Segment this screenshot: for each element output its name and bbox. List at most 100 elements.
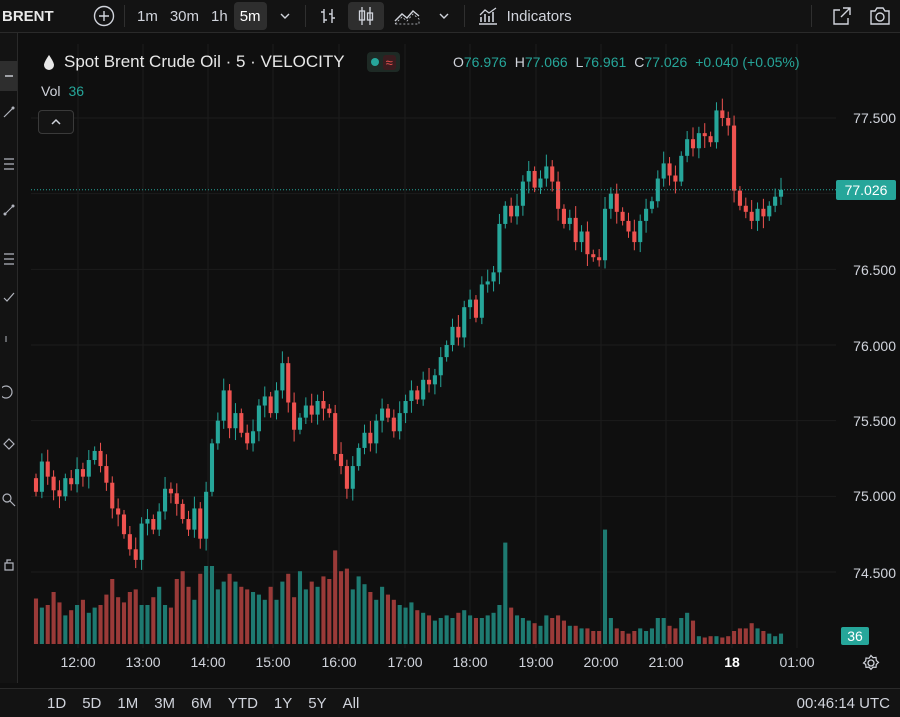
range-3m[interactable]: 3M (154, 694, 176, 712)
candle-body (602, 208, 608, 261)
volume-bar (92, 607, 97, 644)
interval-1h[interactable]: 1h (211, 7, 228, 25)
symbol-search[interactable]: BRENT (2, 7, 54, 25)
range-all[interactable]: All (342, 694, 360, 712)
utc-clock[interactable]: 00:46:14 UTC (796, 694, 890, 712)
candle-body (356, 447, 361, 467)
lock-tool-icon[interactable] (0, 555, 17, 573)
candle-body (297, 417, 303, 430)
candle-body (550, 166, 555, 182)
candle-body (209, 443, 215, 492)
candle-body (503, 205, 508, 224)
candle-body (561, 208, 567, 224)
candle-body (204, 491, 209, 539)
volume-bar (638, 628, 643, 644)
candle-body (327, 408, 332, 414)
volume-bar (145, 605, 150, 644)
volume-bar (491, 612, 496, 644)
volume-bar (350, 589, 355, 644)
candle-body (567, 217, 572, 224)
volume-bar (221, 581, 226, 644)
time-tick: 14:00 (190, 654, 226, 670)
volume-bar (80, 599, 85, 644)
volume-bar (620, 631, 625, 644)
range-1d[interactable]: 1D (47, 694, 67, 712)
pattern-tool-icon[interactable] (0, 201, 17, 219)
price-tick: 75.000 (853, 488, 896, 504)
candle-body (192, 508, 197, 530)
indicators-button[interactable]: Indicators (471, 6, 578, 26)
chevron-down-icon[interactable] (430, 2, 458, 30)
chart-legend: Spot Brent Crude Oil · 5 · VELOCITY ≈ (42, 52, 400, 72)
candle-body (344, 466, 349, 489)
range-5y[interactable]: 5Y (308, 694, 327, 712)
collapse-legend-button[interactable] (38, 110, 74, 134)
candle-body (579, 231, 584, 243)
volume-bar (327, 579, 332, 644)
high-value: H77.066 (514, 54, 568, 70)
volume-bar (69, 610, 74, 644)
range-1m[interactable]: 1M (117, 694, 139, 712)
price-tick: 75.500 (853, 413, 896, 429)
candle-body (133, 549, 138, 560)
range-6m[interactable]: 6M (191, 694, 212, 712)
chevron-down-icon[interactable] (271, 2, 299, 30)
candle-body (180, 503, 185, 520)
volume-bar (110, 579, 115, 644)
candle-body (309, 405, 314, 415)
interval-5m[interactable]: 5m (233, 2, 267, 30)
candle-body (157, 511, 162, 530)
candle-body (638, 220, 643, 243)
symbol-title[interactable]: Spot Brent Crude Oil · 5 · VELOCITY (64, 52, 345, 71)
volume-bar (550, 618, 555, 644)
volume-bar (649, 628, 654, 644)
time-tick: 18 (724, 654, 740, 670)
candle-body (233, 413, 238, 429)
camera-icon[interactable] (866, 2, 894, 30)
range-1y[interactable]: 1Y (273, 694, 293, 712)
market-status[interactable]: ≈ (366, 52, 400, 72)
time-tick: 15:00 (255, 654, 291, 670)
candle-body (45, 461, 50, 477)
range-5d[interactable]: 5D (82, 694, 102, 712)
emoji-tool-icon[interactable] (0, 383, 17, 401)
settings-icon[interactable] (862, 654, 880, 675)
interval-30m[interactable]: 30m (169, 7, 200, 25)
zoom-tool-icon[interactable] (0, 491, 17, 509)
candles-icon[interactable] (347, 2, 384, 30)
fib-tool-icon[interactable] (0, 155, 17, 173)
trendline-tool-icon[interactable] (0, 103, 17, 121)
volume-bar (409, 602, 414, 644)
candle-body (221, 390, 226, 421)
projection-tool-icon[interactable] (0, 249, 17, 267)
brush-tool-icon[interactable] (0, 288, 17, 306)
volume-bar (432, 620, 437, 644)
measure-tool-icon[interactable] (0, 435, 17, 453)
volume-bar (468, 615, 473, 644)
bar-chart-icon[interactable] (312, 2, 344, 30)
volume-bar (256, 594, 261, 644)
interval-1m[interactable]: 1m (137, 7, 158, 25)
text-tool-icon[interactable] (0, 330, 17, 348)
add-symbol-icon[interactable] (90, 2, 118, 30)
volume-bar (544, 615, 549, 644)
candle-body (526, 170, 531, 182)
candle-body (415, 390, 420, 400)
volume-bar (192, 599, 197, 644)
volume-bar (209, 566, 215, 644)
candle-body (403, 400, 408, 414)
fullscreen-icon[interactable] (828, 2, 856, 30)
candle-body (509, 205, 514, 217)
cursor-tool-icon[interactable] (0, 61, 17, 91)
volume-bar (45, 605, 50, 644)
volume-bar (368, 592, 373, 644)
volume-bar (667, 625, 672, 644)
area-chart-icon[interactable] (390, 2, 424, 30)
candle-body (409, 390, 414, 401)
volume-bar (526, 620, 531, 644)
range-ytd[interactable]: YTD (227, 694, 258, 712)
candle-body (268, 396, 273, 414)
droplet-icon (42, 53, 56, 71)
candle-body (544, 166, 549, 179)
